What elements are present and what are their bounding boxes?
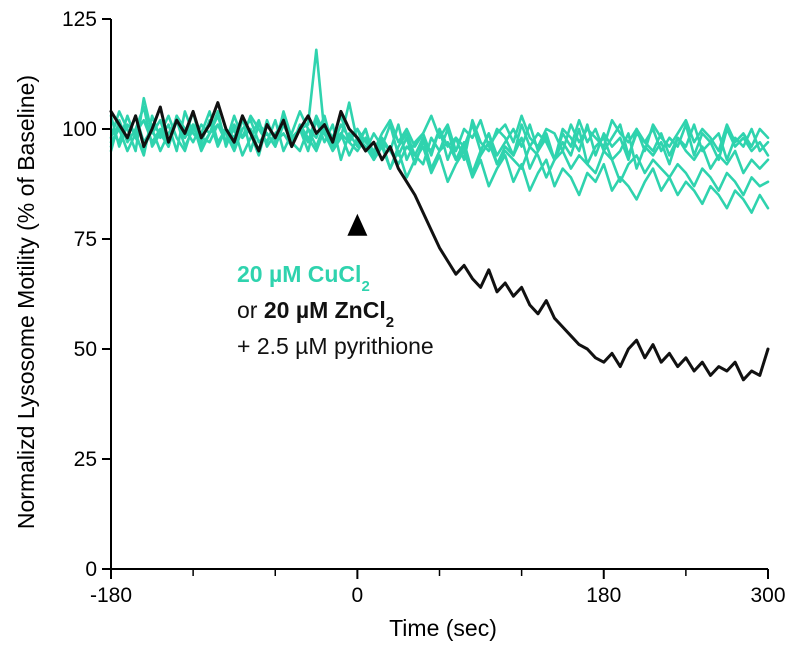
series-line-zncl2 <box>109 101 770 382</box>
axes-layer: 0 25 50 75 100 125 -180 0 180 300 <box>62 8 786 607</box>
x-tick-label-180: 180 <box>586 584 621 607</box>
y-tick-label-50: 50 <box>74 338 97 361</box>
annotation-cucl2: 20 µM CuCl2 <box>237 261 370 295</box>
x-tick-label--180: -180 <box>90 584 132 607</box>
annotation-zncl2-prefix: or <box>237 297 264 323</box>
annotation-zncl2: or 20 µM ZnCl2 <box>237 297 394 331</box>
y-tick-label-100: 100 <box>62 118 97 141</box>
y-axis-title: Normalizd Lysosome Motility (% of Baseli… <box>13 75 39 529</box>
annotation-cucl2-sub: 2 <box>361 278 369 295</box>
x-axis-title: Time (sec) <box>389 615 497 641</box>
annotation-pyrithione: + 2.5 µM pyrithione <box>237 333 434 359</box>
annotation-cucl2-main: 20 µM CuCl <box>237 261 361 287</box>
series-layer <box>109 48 770 382</box>
series-line-cucl2-6 <box>109 114 770 153</box>
y-tick-label-75: 75 <box>74 228 97 251</box>
y-tick-label-125: 125 <box>62 8 97 31</box>
series-line-cucl2-2 <box>109 110 770 162</box>
annotation-zncl2-main: 20 µM ZnCl <box>264 297 386 323</box>
y-tick-label-0: 0 <box>85 558 97 581</box>
treatment-arrowhead-icon <box>347 213 368 236</box>
x-tick-label-0: 0 <box>352 584 364 607</box>
series-line-cucl2-5 <box>109 114 770 214</box>
series-line-cucl2-4 <box>109 110 770 197</box>
annotation-zncl2-sub: 2 <box>386 314 394 331</box>
x-tick-label-300: 300 <box>750 584 785 607</box>
y-tick-label-25: 25 <box>74 448 97 471</box>
